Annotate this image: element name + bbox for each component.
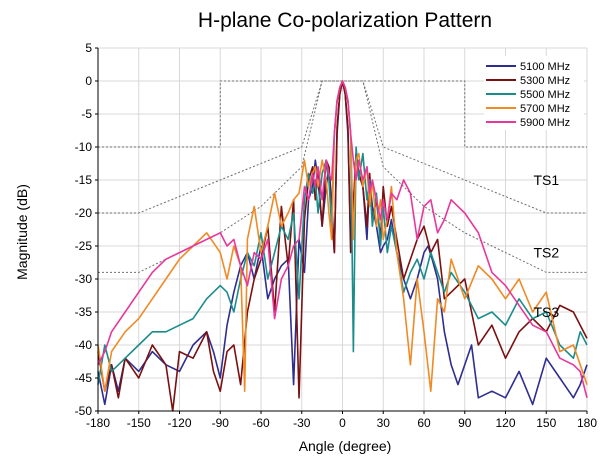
y-tick-label: -30: [75, 272, 93, 286]
chart-title: H-plane Co-polarization Pattern: [198, 9, 492, 32]
legend-label: 5900 MHz: [520, 117, 570, 129]
series-5900-mhz: [97, 80, 588, 398]
y-axis-label: Magnitude (dB): [14, 184, 30, 280]
y-tick-label: -5: [81, 107, 92, 121]
x-tick-label: -60: [252, 416, 270, 430]
x-tick-label: 150: [536, 416, 556, 430]
legend-label: 5500 MHz: [520, 89, 570, 101]
x-axis-label: Angle (degree): [299, 438, 392, 454]
legend-label: 5300 MHz: [520, 75, 570, 87]
x-tick-label: 60: [417, 416, 431, 430]
y-tick-label: 5: [85, 41, 92, 55]
y-tick-label: -10: [75, 140, 93, 154]
legend-label: 5700 MHz: [520, 103, 570, 115]
x-tick-label: 120: [495, 416, 515, 430]
y-tick-label: -40: [75, 338, 93, 352]
x-tick-label: -180: [86, 416, 110, 430]
x-tick-label: 30: [377, 416, 391, 430]
x-tick-label: -30: [293, 416, 311, 430]
mask-line-1: [98, 80, 587, 148]
mask-label-ts2: TS2: [534, 245, 560, 261]
y-tick-label: -15: [75, 173, 93, 187]
x-tick-label: -90: [212, 416, 230, 430]
x-tick-label: -150: [127, 416, 151, 430]
mask-label-ts3: TS3: [534, 304, 560, 320]
mask-label-ts1: TS1: [534, 172, 560, 188]
y-tick-label: -45: [75, 371, 93, 385]
y-tick-label: 0: [85, 74, 92, 88]
y-tick-label: -20: [75, 206, 93, 220]
x-tick-label: 180: [577, 416, 597, 430]
legend-label: 5100 MHz: [520, 61, 570, 73]
mask-line-2: [98, 80, 587, 214]
y-tick-label: -25: [75, 239, 93, 253]
y-tick-label: -35: [75, 305, 93, 319]
x-tick-label: 0: [339, 416, 346, 430]
x-tick-label: 90: [458, 416, 472, 430]
x-tick-label: -120: [167, 416, 191, 430]
y-tick-label: -50: [75, 404, 93, 418]
